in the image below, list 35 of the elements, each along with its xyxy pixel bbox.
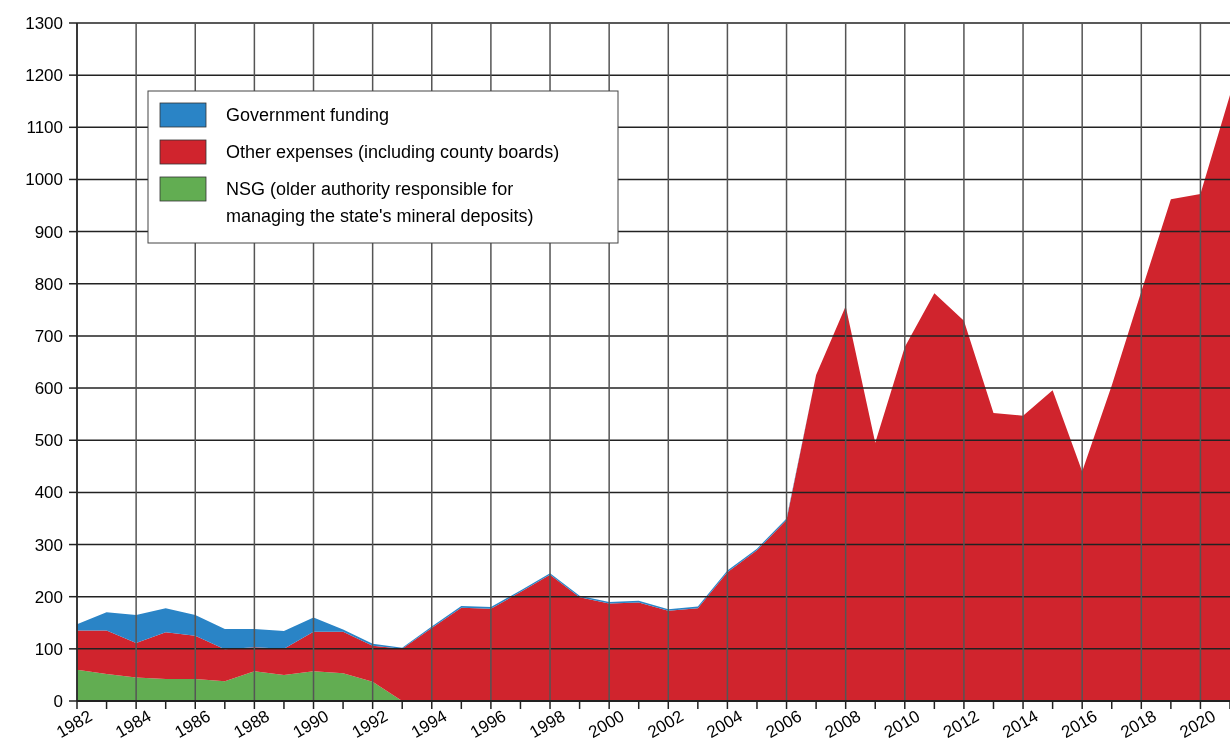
y-tick-label: 200 <box>34 587 63 607</box>
x-tick-label: 2018 <box>1117 706 1160 742</box>
x-tick-label: 2006 <box>762 706 805 742</box>
y-tick-label: 600 <box>34 379 63 399</box>
x-tick-label: 1984 <box>112 706 155 742</box>
x-tick-label: 2000 <box>585 706 628 742</box>
x-tick-label: 2002 <box>644 706 687 742</box>
x-tick-label: 1994 <box>407 706 451 742</box>
legend-label: Government funding <box>226 105 390 125</box>
x-tick-label: 2014 <box>999 706 1042 742</box>
x-tick-label: 1990 <box>289 706 332 742</box>
x-tick-label: 2020 <box>1176 706 1219 742</box>
y-tick-label: 1200 <box>25 66 63 86</box>
y-tick-label: 400 <box>34 483 63 503</box>
x-tick-label: 1988 <box>230 706 273 742</box>
y-tick-label: 300 <box>34 535 63 555</box>
y-tick-label: 900 <box>34 222 63 242</box>
y-tick-label: 100 <box>34 639 63 659</box>
x-tick-label: 2004 <box>703 706 746 742</box>
x-tick-label: 2012 <box>940 706 983 742</box>
x-tick-label: 2008 <box>821 706 865 742</box>
x-tick-label: 2010 <box>880 706 924 742</box>
legend-label: NSG (older authority responsible for managing the state's mineral deposits) <box>226 179 534 226</box>
x-tick-label: 2016 <box>1058 706 1101 742</box>
y-tick-label: 500 <box>34 431 63 451</box>
y-tick-label: 1000 <box>25 170 63 190</box>
y-tick-label: 700 <box>34 326 63 346</box>
y-tick-label: 1100 <box>26 118 63 138</box>
legend-label: Other expenses (including county boards) <box>226 142 560 162</box>
y-tick-label: 1300 <box>25 14 63 33</box>
x-tick-label: 1992 <box>348 706 392 742</box>
y-tick-label: 800 <box>34 274 63 294</box>
x-tick-label: 1996 <box>467 706 510 742</box>
x-tick-label: 1986 <box>171 706 214 742</box>
x-tick-label: 1998 <box>526 706 569 742</box>
